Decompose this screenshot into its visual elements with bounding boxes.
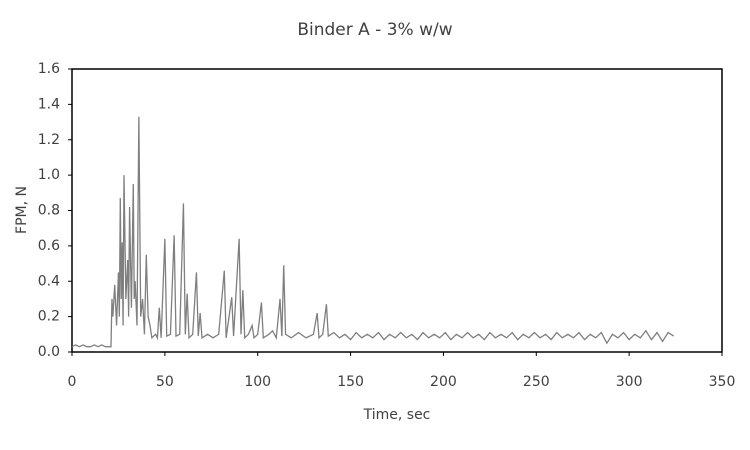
y-tick-label: 0.4 [38,273,60,289]
x-tick-label: 200 [430,374,457,390]
y-tick-label: 1.6 [38,61,60,77]
x-tick-label: 100 [244,374,271,390]
y-tick-label: 1.0 [38,167,60,183]
y-tick-label: 0.6 [38,238,60,254]
x-tick-label: 300 [616,374,643,390]
plot-frame [71,68,723,353]
y-tick-label: 0.0 [38,344,60,360]
data-line [71,116,675,348]
x-tick-label: 350 [709,374,736,390]
y-tick-label: 1.4 [38,96,60,112]
x-axis-label: Time, sec [363,407,431,423]
y-tick-label: 0.8 [38,203,60,219]
x-tick-label: 250 [523,374,550,390]
x-tick-label: 0 [68,374,77,390]
y-tick-label: 1.2 [38,132,60,148]
y-tick-label: 0.2 [38,309,60,325]
x-tick-label: 150 [337,374,364,390]
x-tick-label: 50 [156,374,174,390]
y-axis-label: FPM, N [14,186,30,234]
chart-title: Binder A - 3% w/w [297,20,452,40]
